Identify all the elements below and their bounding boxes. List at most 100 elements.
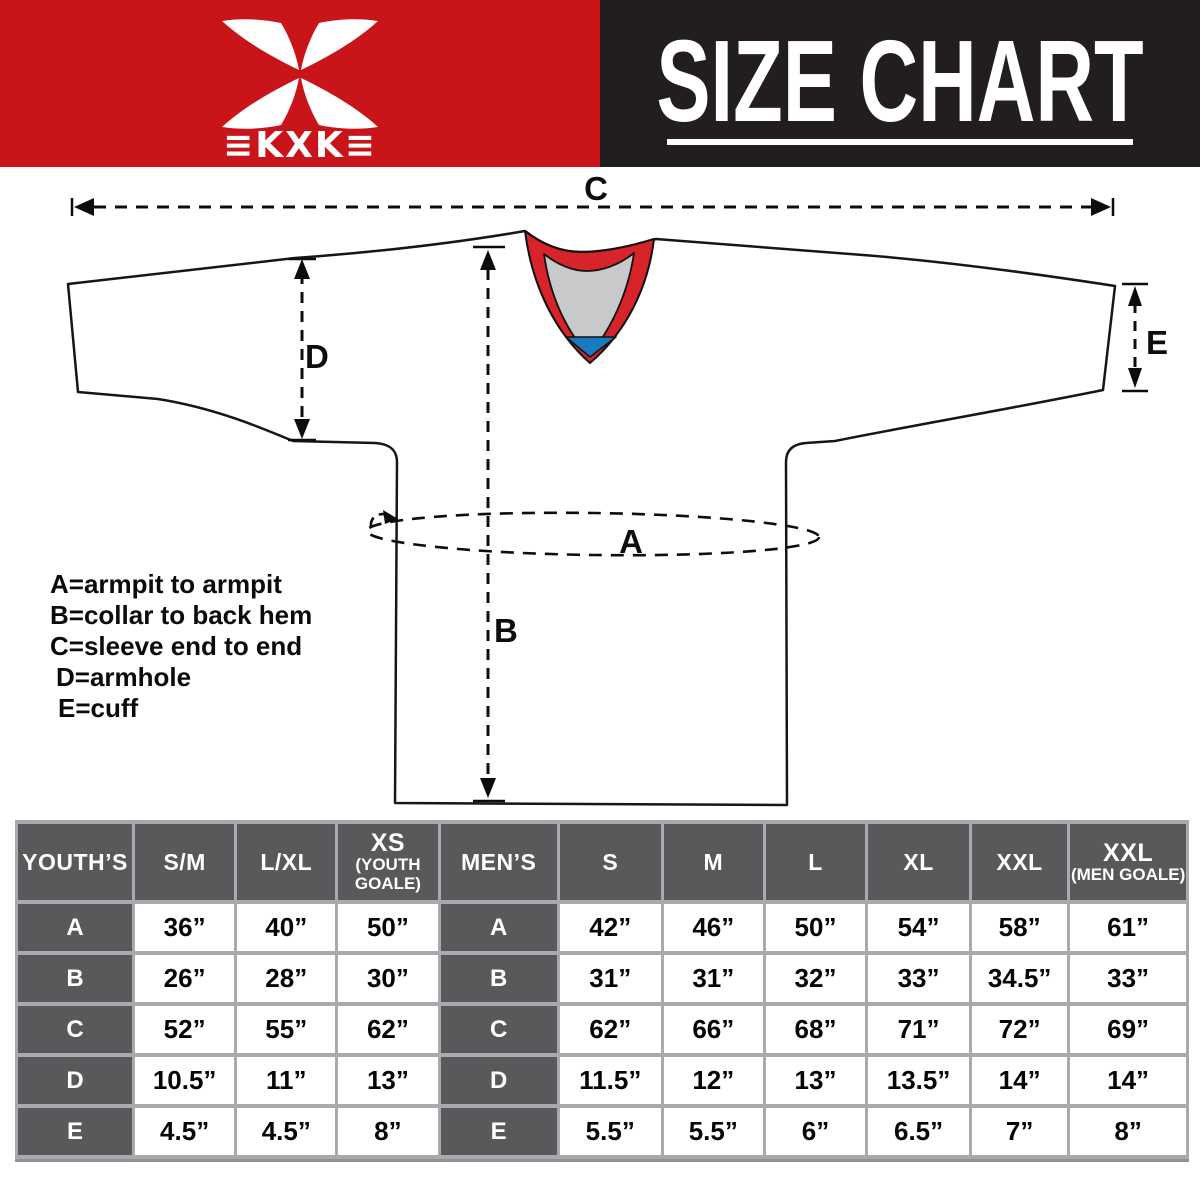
size-cell: 33” xyxy=(868,955,970,1002)
size-cell: 58” xyxy=(972,904,1068,951)
jersey-diagram: C D B E xyxy=(66,170,1168,807)
jersey-collar xyxy=(524,230,655,364)
title-panel: SIZE CHART xyxy=(600,0,1200,167)
column-header-m: M xyxy=(663,824,763,900)
row-label-men: C xyxy=(440,1006,557,1053)
brand-wordmark: ≡KXK≡ xyxy=(223,125,377,166)
size-cell: 50” xyxy=(765,904,866,951)
size-cell: 11.5” xyxy=(559,1057,661,1104)
column-header-xl: XL xyxy=(868,824,970,900)
size-cell: 28” xyxy=(237,955,336,1002)
size-cell: 14” xyxy=(1070,1057,1186,1104)
size-cell: 61” xyxy=(1070,904,1186,951)
column-header-lxl: L/XL xyxy=(237,824,336,900)
size-cell: 69” xyxy=(1070,1006,1186,1053)
size-cell: 4.5” xyxy=(237,1108,336,1155)
column-header-youths: YOUTH’S xyxy=(18,824,133,900)
size-cell: 34.5” xyxy=(972,955,1068,1002)
column-header-size: XXL xyxy=(1103,838,1154,867)
measure-label-d: D xyxy=(305,338,329,375)
table-row: D 10.5” 11” 13” D 11.5” 12” 13” 13.5” 14… xyxy=(18,1057,1186,1104)
kxk-butterfly-icon xyxy=(222,19,378,129)
row-label-men: A xyxy=(440,904,557,951)
size-cell: 12” xyxy=(663,1057,763,1104)
brand-logo: ≡KXK≡ xyxy=(222,19,378,166)
title-underline xyxy=(667,139,1133,146)
size-cell: 46” xyxy=(663,904,763,951)
column-header-mens: MEN’S xyxy=(440,824,557,900)
column-header-s: S xyxy=(559,824,661,900)
size-cell: 54” xyxy=(868,904,970,951)
column-header-subnote: (MEN GOALE) xyxy=(1070,864,1186,884)
size-cell: 26” xyxy=(135,955,235,1002)
collar-accent xyxy=(565,336,617,358)
size-cell: 7” xyxy=(972,1108,1068,1155)
measurement-legend: A=armpit to armpit B=collar to back hem … xyxy=(50,569,312,724)
size-cell: 6” xyxy=(765,1108,866,1155)
row-label-youth: C xyxy=(18,1006,133,1053)
column-header-xs-youth-goalie: XS (YOUTH GOALE) xyxy=(338,824,438,900)
legend-line-d: D=armhole xyxy=(56,662,192,692)
size-cell: 71” xyxy=(868,1006,970,1053)
size-cell: 13” xyxy=(765,1057,866,1104)
size-cell: 10.5” xyxy=(135,1057,235,1104)
table-row: B 26” 28” 30” B 31” 31” 32” 33” 34.5” 33… xyxy=(18,955,1186,1002)
column-header-l: L xyxy=(765,824,866,900)
size-cell: 33” xyxy=(1070,955,1186,1002)
row-label-youth: A xyxy=(18,904,133,951)
header: ≡KXK≡ SIZE CHART xyxy=(0,0,1200,167)
measure-c: C xyxy=(70,170,1115,216)
column-header-xxl: XXL xyxy=(972,824,1068,900)
size-cell: 30” xyxy=(338,955,438,1002)
row-label-men: B xyxy=(440,955,557,1002)
row-label-men: D xyxy=(440,1057,557,1104)
size-cell: 36” xyxy=(135,904,235,951)
table-row: E 4.5” 4.5” 8” E 5.5” 5.5” 6” 6.5” 7” 8” xyxy=(18,1108,1186,1155)
column-header-sm: S/M xyxy=(135,824,235,900)
size-cell: 66” xyxy=(663,1006,763,1053)
size-cell: 62” xyxy=(338,1006,438,1053)
measure-label-a: A xyxy=(619,523,643,560)
measure-e: E xyxy=(1122,282,1168,393)
table-row: A 36” 40” 50” A 42” 46” 50” 54” 58” 61” xyxy=(18,904,1186,951)
size-cell: 72” xyxy=(972,1006,1068,1053)
size-cell: 50” xyxy=(338,904,438,951)
row-label-youth: E xyxy=(18,1108,133,1155)
size-cell: 8” xyxy=(1070,1108,1186,1155)
collar-inner xyxy=(543,252,635,357)
size-cell: 13” xyxy=(338,1057,438,1104)
measure-a: A xyxy=(365,510,821,560)
column-header-subnote: (YOUTH GOALE) xyxy=(354,855,421,893)
jersey-outline xyxy=(66,229,1117,807)
size-cell: 5.5” xyxy=(663,1108,763,1155)
measure-d: D xyxy=(288,257,329,442)
row-label-men: E xyxy=(440,1108,557,1155)
size-table: YOUTH’S S/M L/XL XS (YOUTH GOALE) MEN’S … xyxy=(15,820,1189,1159)
table-row: C 52” 55” 62” C 62” 66” 68” 71” 72” 69” xyxy=(18,1006,1186,1053)
size-cell: 42” xyxy=(559,904,661,951)
size-cell: 31” xyxy=(663,955,763,1002)
size-cell: 14” xyxy=(972,1057,1068,1104)
brand-panel: ≡KXK≡ xyxy=(0,0,600,167)
size-cell: 5.5” xyxy=(559,1108,661,1155)
legend-line-a: A=armpit to armpit xyxy=(50,569,282,599)
size-cell: 11” xyxy=(237,1057,336,1104)
measure-label-b: B xyxy=(494,612,518,649)
size-cell: 55” xyxy=(237,1006,336,1053)
column-header-xxl-men-goalie: XXL (MEN GOALE) xyxy=(1070,824,1186,900)
page-title: SIZE CHART xyxy=(656,15,1144,146)
size-cell: 40” xyxy=(237,904,336,951)
column-header-size: XS xyxy=(370,829,406,857)
table-header-row: YOUTH’S S/M L/XL XS (YOUTH GOALE) MEN’S … xyxy=(18,824,1186,900)
size-cell: 68” xyxy=(765,1006,866,1053)
measure-b: B xyxy=(473,245,518,803)
size-cell: 4.5” xyxy=(135,1108,235,1155)
size-cell: 32” xyxy=(765,955,866,1002)
size-cell: 31” xyxy=(559,955,661,1002)
size-cell: 62” xyxy=(559,1006,661,1053)
measure-label-e: E xyxy=(1146,324,1168,361)
legend-line-e: E=cuff xyxy=(58,693,139,723)
row-label-youth: B xyxy=(18,955,133,1002)
size-cell: 6.5” xyxy=(868,1108,970,1155)
